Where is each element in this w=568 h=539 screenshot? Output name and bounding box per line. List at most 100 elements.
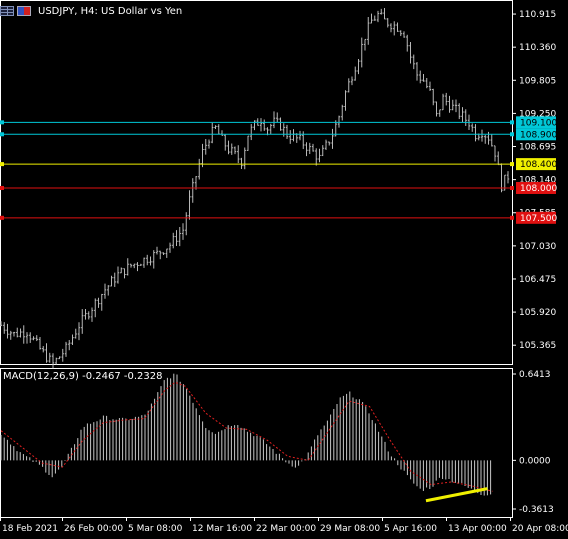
- candle: [90, 307, 94, 322]
- level-handle-right: [510, 215, 514, 220]
- candle: [198, 158, 201, 180]
- candle: [396, 22, 399, 32]
- candle: [412, 54, 415, 70]
- level-handle-left: [0, 162, 4, 167]
- candle: [126, 258, 129, 276]
- candle: [246, 135, 250, 151]
- candle: [276, 112, 279, 123]
- candle: [285, 124, 289, 139]
- candle: [142, 257, 146, 268]
- macd-signal-line: [0, 381, 493, 492]
- candle: [432, 88, 435, 106]
- macd-tick-label: -0.3613: [519, 505, 554, 515]
- candle: [191, 178, 194, 203]
- candle: [94, 298, 97, 318]
- candle: [155, 246, 159, 255]
- candle: [224, 133, 227, 151]
- candle: [279, 117, 282, 131]
- candle: [292, 129, 295, 142]
- candle: [74, 328, 77, 339]
- candle: [461, 107, 464, 123]
- candle: [35, 335, 38, 342]
- candle: [458, 103, 461, 120]
- candle: [415, 62, 419, 81]
- candle: [9, 330, 12, 340]
- candle: [471, 123, 474, 132]
- candle: [120, 267, 123, 274]
- level-tag-108.000: [516, 181, 556, 194]
- candle: [373, 15, 376, 21]
- candle: [425, 78, 428, 89]
- candle: [181, 223, 185, 240]
- candle: [402, 31, 406, 38]
- candle: [116, 266, 120, 284]
- time-tick-label: 20 Apr 08:00: [512, 524, 568, 534]
- candle: [441, 93, 445, 111]
- candle: [211, 122, 214, 144]
- price-pane-frame: [0, 0, 513, 365]
- time-tick-label: 22 Mar 00:00: [256, 524, 316, 534]
- candle: [64, 341, 68, 357]
- candle: [500, 163, 503, 193]
- candle: [506, 171, 510, 184]
- candle: [84, 309, 87, 320]
- candle: [360, 37, 363, 68]
- candle: [12, 331, 16, 337]
- price-tick-label: 108.140: [519, 176, 556, 186]
- candle: [58, 356, 61, 360]
- candle: [259, 118, 263, 132]
- price-tick-label: 110.360: [519, 43, 556, 53]
- candle: [383, 8, 386, 20]
- price-tick-label: 108.695: [519, 143, 556, 153]
- candle: [350, 76, 354, 86]
- candle: [393, 21, 396, 36]
- candle: [103, 283, 107, 299]
- candle: [61, 348, 64, 362]
- level-handle-right: [510, 132, 514, 137]
- candle: [152, 250, 155, 269]
- candle: [149, 256, 152, 266]
- candle: [347, 78, 350, 93]
- time-tick-label: 18 Feb 2021: [2, 524, 58, 534]
- candle: [29, 332, 32, 343]
- candle: [129, 263, 133, 268]
- candle: [146, 254, 149, 266]
- candle: [497, 151, 500, 166]
- candle: [289, 130, 292, 144]
- candle: [168, 242, 172, 253]
- candle: [32, 336, 35, 341]
- time-tick-label: 29 Mar 08:00: [320, 524, 380, 534]
- candle: [341, 104, 344, 121]
- candle: [354, 66, 357, 81]
- candle: [172, 232, 175, 249]
- candle: [207, 139, 211, 149]
- candle: [386, 18, 389, 28]
- candle: [0, 321, 3, 327]
- candle: [136, 262, 139, 272]
- level-tag-label: 108.400: [520, 160, 557, 170]
- flag-icon: [17, 6, 31, 16]
- candle: [464, 109, 467, 126]
- candle: [337, 115, 341, 128]
- candle: [308, 142, 311, 155]
- time-tick-label: 13 Apr 00:00: [448, 524, 507, 534]
- candle: [188, 190, 191, 220]
- price-tick-label: 106.475: [519, 275, 556, 285]
- level-tag-label: 109.100: [520, 118, 557, 128]
- candle: [399, 30, 402, 37]
- candle: [253, 120, 256, 131]
- level-handle-left: [0, 215, 4, 220]
- level-handle-right: [510, 185, 514, 190]
- candle: [315, 148, 318, 166]
- candle: [243, 147, 246, 170]
- level-tag-109.100: [516, 116, 556, 129]
- candle: [113, 272, 116, 287]
- candle: [3, 322, 6, 334]
- candle: [484, 134, 487, 144]
- candle: [45, 343, 48, 363]
- candle: [272, 111, 276, 129]
- candle: [269, 123, 272, 135]
- candle: [159, 250, 162, 260]
- candle: [185, 212, 188, 236]
